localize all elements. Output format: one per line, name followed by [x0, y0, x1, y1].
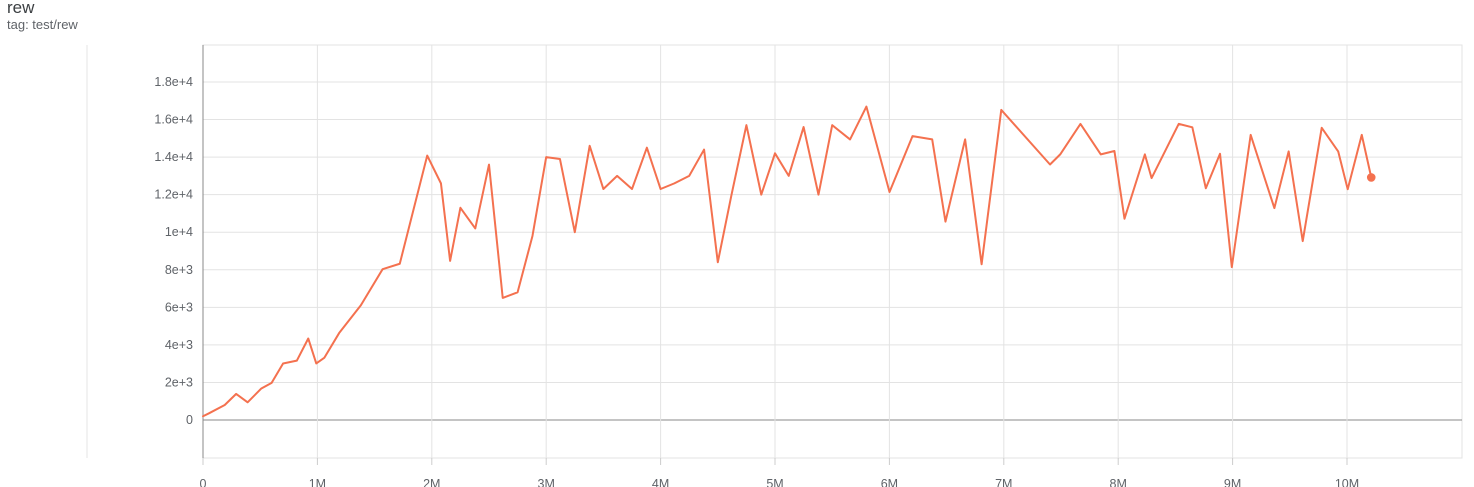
svg-text:4e+3: 4e+3 [165, 338, 193, 352]
svg-text:1.8e+4: 1.8e+4 [154, 75, 193, 89]
svg-text:6M: 6M [881, 477, 898, 487]
svg-text:4M: 4M [652, 477, 669, 487]
svg-text:2e+3: 2e+3 [165, 375, 193, 389]
svg-text:8M: 8M [1110, 477, 1127, 487]
svg-text:1.4e+4: 1.4e+4 [154, 150, 193, 164]
svg-text:1e+4: 1e+4 [165, 225, 193, 239]
svg-text:6e+3: 6e+3 [165, 300, 193, 314]
svg-text:1.6e+4: 1.6e+4 [154, 113, 193, 127]
svg-text:2M: 2M [423, 477, 440, 487]
svg-text:0: 0 [186, 413, 193, 427]
svg-text:0: 0 [200, 477, 207, 487]
svg-text:1.2e+4: 1.2e+4 [154, 188, 193, 202]
svg-text:1M: 1M [309, 477, 326, 487]
svg-text:3M: 3M [538, 477, 555, 487]
svg-text:7M: 7M [995, 477, 1012, 487]
svg-text:10M: 10M [1335, 477, 1359, 487]
svg-text:9M: 9M [1224, 477, 1241, 487]
svg-text:8e+3: 8e+3 [165, 263, 193, 277]
svg-text:5M: 5M [766, 477, 783, 487]
